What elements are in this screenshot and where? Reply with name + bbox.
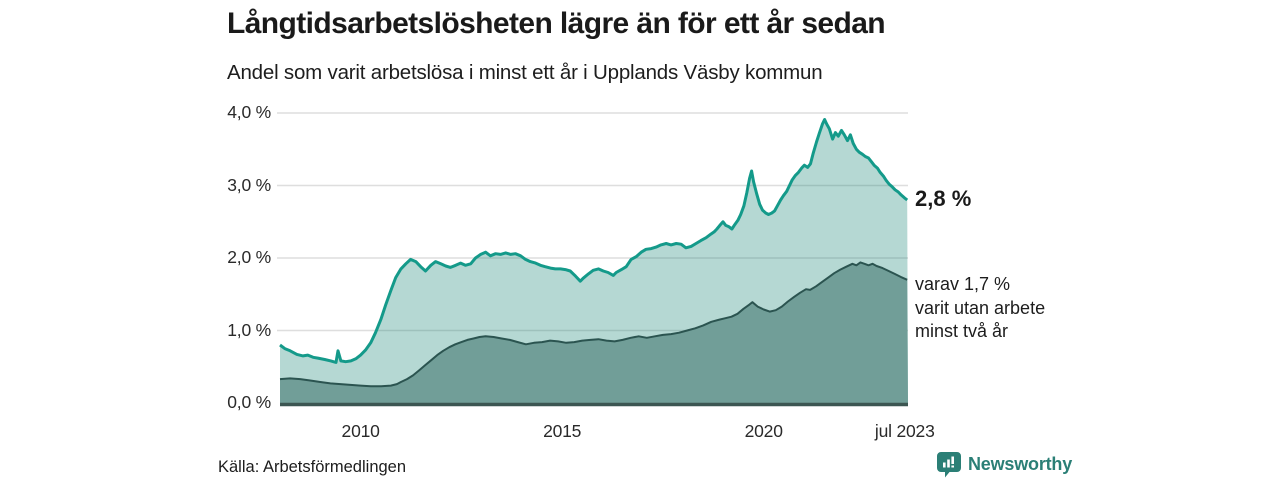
secondary-value-line1: varav 1,7 %	[915, 274, 1011, 294]
series-2yr-area	[280, 262, 908, 403]
series-2yr-line	[279, 261, 908, 388]
series-1yr-line	[279, 118, 909, 364]
secondary-value-label: varav 1,7 % varit utan arbete minst två …	[915, 273, 1045, 344]
newsworthy-logo-icon	[937, 452, 961, 478]
page-title: Långtidsarbetslösheten lägre än för ett …	[227, 7, 886, 40]
y-axis-tick-label: 3,0 %	[227, 174, 271, 195]
y-axis-tick-label: 2,0 %	[227, 247, 271, 267]
chart-subtitle: Andel som varit arbetslösa i minst ett å…	[227, 61, 823, 84]
x-axis-tick-label: jul 2023	[874, 421, 935, 441]
newsworthy-brand: Newsworthy	[936, 451, 1072, 478]
newsworthy-wordmark: Newsworthy	[968, 454, 1073, 474]
y-axis-tick-label: 4,0 %	[227, 102, 271, 122]
x-axis-tick-label: 2020	[744, 421, 783, 441]
y-axis-tick-label: 0,0 %	[227, 392, 271, 412]
x-axis-tick-label: 2010	[341, 421, 380, 441]
latest-value-label: 2,8 %	[915, 186, 972, 211]
y-axis-tick-label: 1,0 %	[227, 319, 271, 340]
source-attribution: Källa: Arbetsförmedlingen	[218, 458, 407, 476]
x-axis-tick-label: 2015	[543, 421, 582, 441]
secondary-value-line3: minst två år	[915, 321, 1009, 341]
secondary-value-line2: varit utan arbete	[915, 297, 1046, 318]
